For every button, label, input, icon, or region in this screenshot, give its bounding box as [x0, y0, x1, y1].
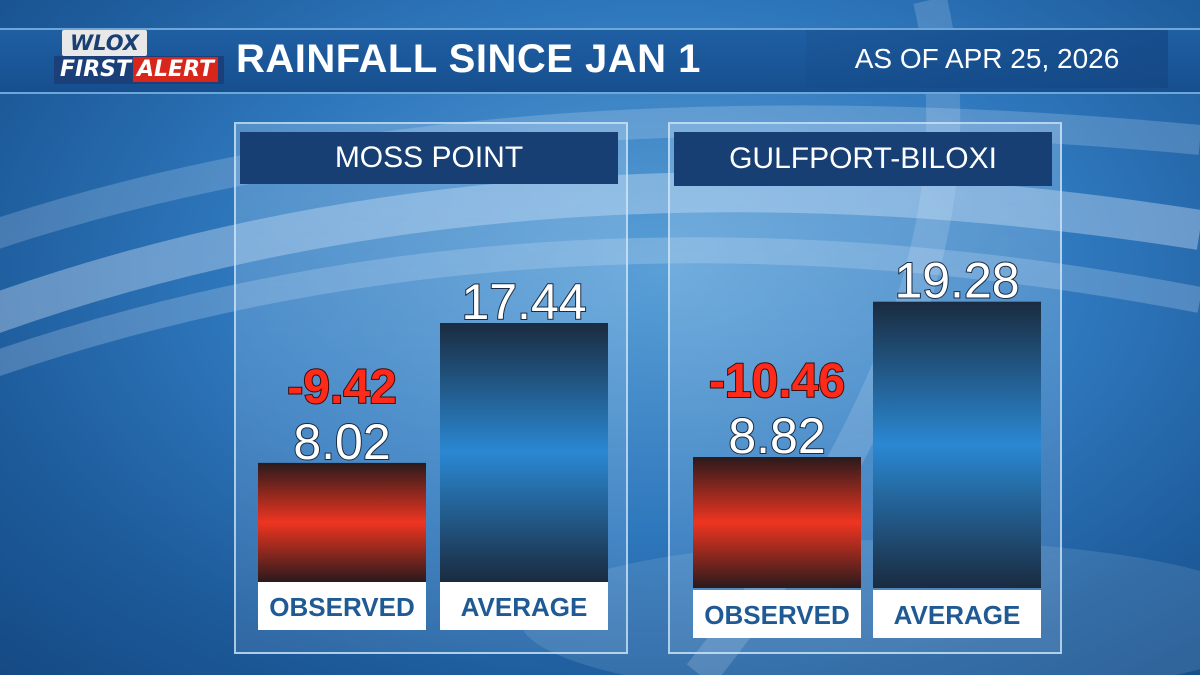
- category-box-gulfport-biloxi-observed: [693, 590, 861, 638]
- category-label-gulfport-biloxi-observed: OBSERVED: [704, 600, 849, 630]
- departure-label-moss-point: -9.42: [287, 361, 396, 414]
- category-label-moss-point-observed: OBSERVED: [269, 592, 414, 622]
- value-label-gulfport-biloxi-observed: 8.82: [728, 408, 825, 464]
- category-box-moss-point-observed: [258, 582, 426, 630]
- value-label-moss-point-observed: 8.02: [293, 414, 390, 470]
- bar-gulfport-biloxi-observed: [693, 457, 861, 588]
- station-logo: WLOX FIRST ALERT: [54, 30, 225, 86]
- logo-alert: ALERT: [133, 57, 219, 82]
- value-label-gulfport-biloxi-average: 19.28: [894, 253, 1019, 309]
- logo-first-alert: FIRST ALERT: [54, 56, 225, 84]
- bar-gulfport-biloxi-average: [873, 301, 1041, 588]
- category-label-gulfport-biloxi-average: AVERAGE: [894, 600, 1021, 630]
- value-label-moss-point-average: 17.44: [461, 274, 586, 330]
- departure-label-gulfport-biloxi: -10.46: [709, 355, 845, 408]
- page-title: RAINFALL SINCE JAN 1: [236, 37, 701, 81]
- bar-moss-point-observed: [258, 462, 426, 582]
- panel-title-gulfport-biloxi: GULFPORT-BILOXI: [674, 132, 1052, 186]
- bar-moss-point-average: [440, 323, 608, 582]
- category-box-gulfport-biloxi-average: [873, 590, 1041, 638]
- as-of-date: AS OF APR 25, 2026: [806, 30, 1168, 88]
- category-label-moss-point-average: AVERAGE: [461, 592, 588, 622]
- category-box-moss-point-average: [440, 582, 608, 630]
- logo-wlox: WLOX: [62, 30, 148, 56]
- panel-title-moss-point: MOSS POINT: [240, 132, 618, 184]
- logo-first: FIRST: [60, 57, 132, 82]
